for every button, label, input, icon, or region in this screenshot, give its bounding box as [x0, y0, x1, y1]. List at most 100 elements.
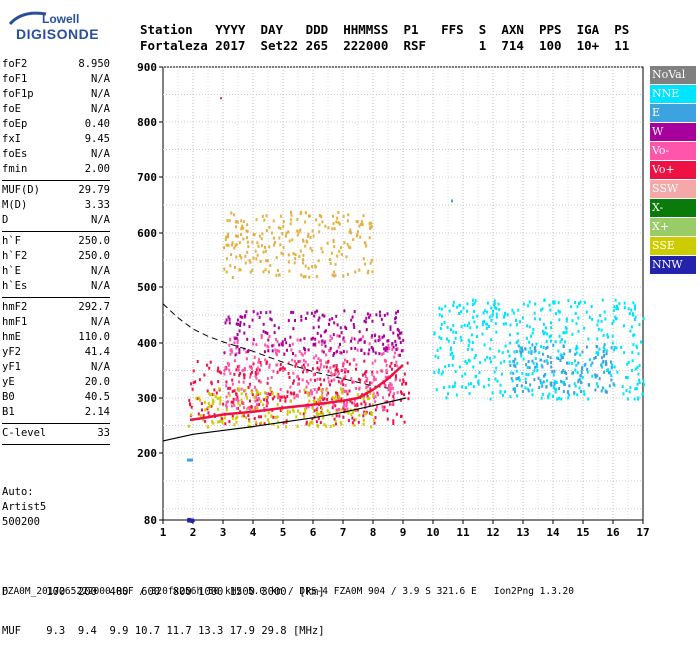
data-point	[563, 370, 566, 374]
data-point	[597, 327, 600, 331]
data-point	[374, 416, 377, 420]
data-point	[461, 374, 464, 378]
data-point	[302, 359, 305, 362]
data-point	[286, 390, 289, 394]
data-point	[329, 262, 332, 265]
data-point	[476, 314, 479, 318]
data-point	[332, 333, 335, 337]
data-point	[318, 368, 321, 372]
data-point	[371, 270, 374, 274]
param-value: N/A	[91, 265, 110, 277]
data-point	[502, 322, 505, 326]
data-point	[372, 396, 375, 400]
data-point	[369, 411, 371, 415]
data-point	[257, 392, 260, 396]
header-value: Fortaleza	[140, 38, 208, 53]
data-point	[321, 391, 324, 395]
data-point	[582, 389, 585, 393]
param-value: N/A	[91, 148, 110, 160]
data-point	[348, 389, 351, 393]
data-point	[358, 268, 361, 272]
data-point	[293, 391, 296, 395]
data-point	[314, 372, 316, 376]
data-point	[366, 395, 369, 399]
data-point	[262, 403, 265, 407]
data-point	[342, 404, 345, 408]
data-point	[521, 390, 524, 393]
data-point	[286, 412, 289, 416]
data-point	[303, 346, 306, 350]
data-point	[331, 406, 334, 410]
data-point	[276, 340, 279, 344]
data-point	[270, 376, 273, 379]
data-point	[498, 349, 501, 353]
data-point	[219, 398, 222, 402]
footer-value: 400	[109, 586, 129, 598]
data-point	[357, 230, 359, 234]
data-point	[350, 339, 352, 343]
data-point	[309, 246, 312, 250]
param-name: foEp	[2, 118, 28, 130]
data-point	[629, 386, 632, 390]
data-point	[395, 412, 398, 416]
data-point	[356, 233, 359, 237]
data-point	[358, 330, 361, 334]
data-point	[587, 337, 590, 341]
data-point	[504, 322, 507, 326]
data-point	[378, 352, 381, 356]
data-point	[615, 317, 618, 321]
data-point	[305, 379, 308, 383]
data-point	[255, 376, 258, 380]
data-point	[192, 369, 195, 373]
data-point	[636, 365, 639, 369]
param-row: hmF1 N/A	[2, 316, 110, 331]
data-point	[281, 340, 284, 344]
data-point	[312, 343, 315, 347]
data-point	[248, 424, 250, 428]
data-point	[577, 378, 580, 382]
data-point	[246, 396, 249, 400]
data-point	[638, 381, 641, 384]
data-point	[262, 329, 265, 333]
data-point	[292, 409, 295, 413]
data-point	[623, 301, 626, 305]
data-point	[351, 411, 354, 414]
data-point	[530, 334, 533, 338]
data-point	[453, 341, 456, 345]
data-point	[232, 397, 235, 401]
data-point	[269, 310, 272, 314]
data-point	[242, 368, 245, 372]
data-point	[338, 249, 341, 253]
cluster-e-spread-f	[509, 343, 615, 395]
data-point	[452, 354, 455, 358]
data-point	[218, 387, 221, 391]
data-point	[638, 378, 641, 382]
data-point	[198, 378, 201, 382]
data-point	[295, 415, 298, 419]
data-point	[495, 312, 498, 316]
data-point	[371, 258, 374, 262]
data-point	[599, 314, 602, 317]
data-point	[290, 310, 293, 314]
data-point	[256, 253, 259, 257]
muf-table: D 100 200 400 600 800 1000 1500 3000 [km…	[2, 560, 325, 651]
data-point	[312, 406, 315, 410]
data-point	[320, 343, 323, 347]
data-point	[613, 305, 616, 309]
data-point	[338, 407, 341, 411]
data-point	[273, 395, 276, 399]
data-point	[285, 231, 288, 235]
data-point	[499, 391, 502, 395]
data-point	[270, 318, 273, 322]
data-point	[468, 391, 471, 395]
data-point	[347, 213, 350, 217]
data-point	[233, 341, 236, 345]
data-point	[196, 397, 199, 401]
data-point	[541, 384, 544, 388]
data-point	[512, 360, 515, 364]
footer-value: 10.7	[134, 625, 161, 637]
data-point	[299, 412, 302, 415]
param-row: foEs N/A	[2, 148, 110, 163]
data-point	[399, 398, 402, 402]
data-point	[290, 210, 292, 214]
